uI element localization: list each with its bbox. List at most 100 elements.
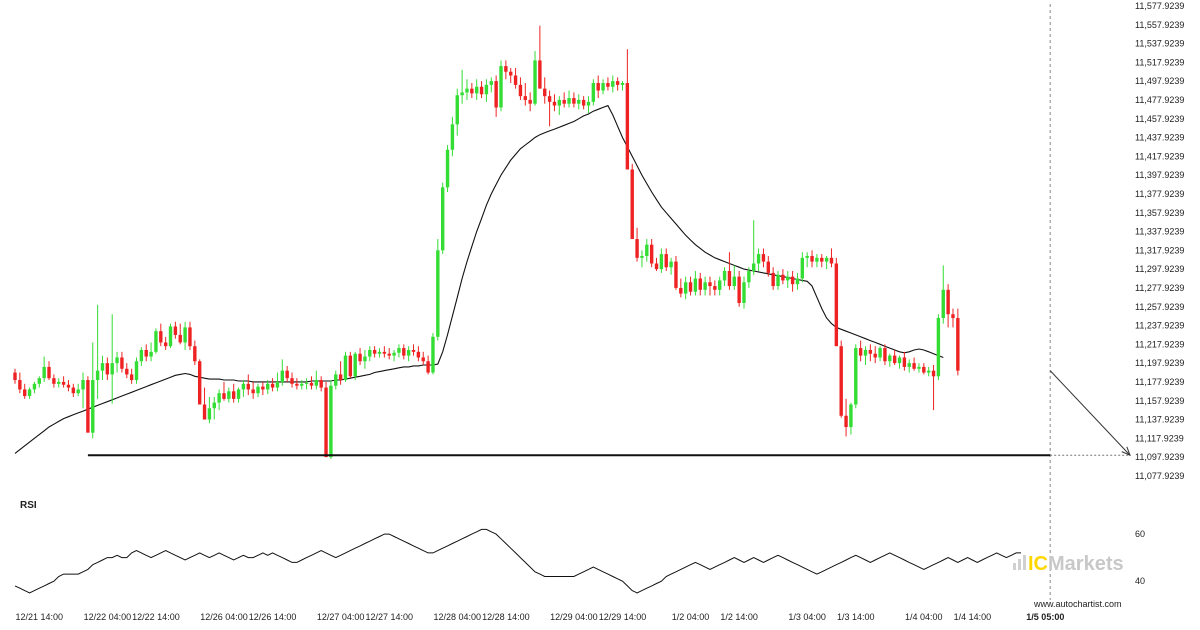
candle-body xyxy=(329,385,333,458)
candle xyxy=(86,376,90,433)
candle-body xyxy=(761,254,766,262)
candle-body xyxy=(382,351,387,354)
candle xyxy=(232,383,236,403)
candle xyxy=(912,357,916,371)
candle xyxy=(586,96,591,114)
candle-body xyxy=(13,372,17,381)
candle xyxy=(790,271,795,292)
candle xyxy=(659,248,664,273)
candle xyxy=(674,255,678,290)
candle xyxy=(776,271,780,290)
candle xyxy=(382,346,387,358)
rsi-title: RSI xyxy=(20,500,37,511)
candle xyxy=(703,276,707,296)
time-tick-label: 12/29 14:00 xyxy=(599,612,647,622)
candle-body xyxy=(824,257,829,262)
candle-body xyxy=(494,81,498,108)
candle-body xyxy=(100,363,105,371)
candle xyxy=(23,383,27,399)
candle-body xyxy=(756,254,761,264)
candle xyxy=(246,374,250,396)
candle-body xyxy=(479,86,484,95)
candle xyxy=(460,69,464,104)
candle xyxy=(479,81,484,99)
candle xyxy=(372,346,377,358)
candle xyxy=(596,75,600,99)
time-tick-label: 12/27 14:00 xyxy=(365,612,413,622)
candle xyxy=(523,83,527,106)
price-tick-label: 11,157.9239 xyxy=(1135,396,1184,406)
candlestick-layer xyxy=(13,25,960,460)
candle-body xyxy=(348,355,353,377)
candle xyxy=(18,372,22,394)
candle-body xyxy=(377,351,382,354)
price-tick-label: 11,317.9239 xyxy=(1135,245,1184,255)
candle xyxy=(810,250,814,268)
candle-body xyxy=(844,415,848,428)
candle xyxy=(470,83,474,99)
candle xyxy=(159,323,163,347)
price-tick-label: 11,357.9239 xyxy=(1135,208,1184,218)
candle-body xyxy=(926,370,931,373)
candle-body xyxy=(693,278,698,292)
candle-body xyxy=(781,274,785,281)
candle xyxy=(683,276,688,300)
candle-body xyxy=(129,374,134,381)
candle xyxy=(805,252,809,268)
candle xyxy=(484,79,489,102)
time-tick-label: 1/5 05:00 xyxy=(1026,612,1064,622)
time-tick-label: 12/26 04:00 xyxy=(200,612,248,622)
candle xyxy=(509,67,513,84)
brand-bar-2 xyxy=(1018,559,1021,570)
candle xyxy=(275,372,280,392)
candle xyxy=(358,348,362,366)
candle xyxy=(504,60,508,80)
candle-body xyxy=(236,389,241,399)
candle xyxy=(183,321,187,350)
candle-body xyxy=(290,378,294,384)
candle xyxy=(781,269,785,285)
candle-body xyxy=(708,282,712,287)
candle-body xyxy=(601,83,605,91)
candle xyxy=(52,374,56,388)
candle xyxy=(348,351,353,379)
time-tick-label: 12/28 04:00 xyxy=(433,612,481,622)
candle-body xyxy=(270,383,275,388)
brand-logo: IC Markets xyxy=(1013,553,1124,575)
candle xyxy=(256,383,260,397)
price-tick-label: 11,257.9239 xyxy=(1135,302,1184,312)
candle-body xyxy=(324,387,328,458)
candle xyxy=(71,383,76,397)
candle-body xyxy=(52,378,56,384)
candle xyxy=(897,355,902,369)
candle-body xyxy=(888,355,892,362)
price-tick-label: 11,117.9239 xyxy=(1135,433,1184,443)
candle-body xyxy=(168,326,173,347)
candle xyxy=(406,346,411,362)
candle-body xyxy=(338,374,343,381)
candle-body xyxy=(776,274,780,287)
candle-body xyxy=(659,254,664,270)
candle-body xyxy=(552,101,557,106)
candle xyxy=(377,348,382,358)
candle xyxy=(207,396,212,424)
candle xyxy=(849,402,853,435)
candle xyxy=(839,340,843,418)
candle-body xyxy=(343,355,348,381)
candle-body xyxy=(300,383,304,386)
candle-body xyxy=(241,383,246,390)
candle xyxy=(708,276,712,296)
candle xyxy=(120,351,124,373)
candle-body xyxy=(416,351,421,358)
candle xyxy=(134,357,139,384)
candle-body xyxy=(197,361,202,405)
candle-body xyxy=(436,250,440,337)
price-tick-label: 11,437.9239 xyxy=(1135,133,1184,143)
candle-body xyxy=(547,96,552,102)
time-tick-label: 12/22 04:00 xyxy=(84,612,132,622)
candle xyxy=(91,342,95,439)
candle-body xyxy=(572,98,576,104)
candle xyxy=(494,75,498,117)
candle-body xyxy=(363,356,367,362)
candle xyxy=(868,344,873,362)
